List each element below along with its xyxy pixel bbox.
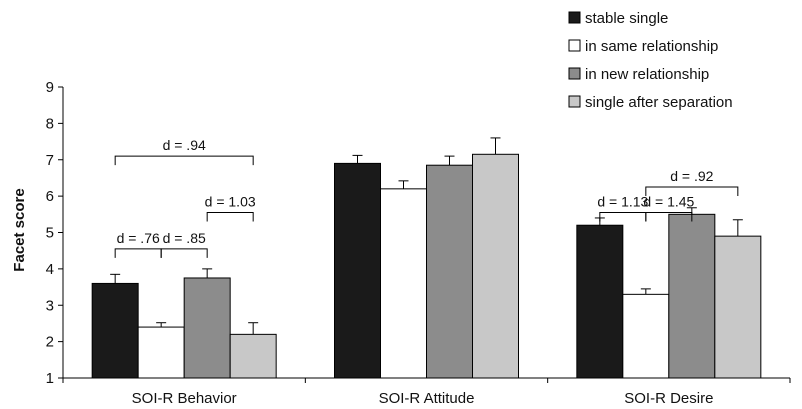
y-tick-label: 5 bbox=[46, 225, 54, 242]
effect-size-label: d = .85 bbox=[163, 230, 206, 246]
y-tick-label: 9 bbox=[46, 79, 54, 96]
effect-size-label: d = .92 bbox=[670, 168, 713, 184]
bar bbox=[380, 188, 427, 379]
significance-bracket bbox=[645, 211, 693, 222]
effect-size-label: d = 1.45 bbox=[643, 193, 694, 209]
bar bbox=[622, 293, 670, 379]
significance-bracket bbox=[206, 211, 254, 222]
category-label: SOI-R Desire bbox=[624, 390, 713, 407]
effect-size-label: d = 1.03 bbox=[205, 193, 256, 209]
y-tick-label: 7 bbox=[46, 152, 54, 169]
y-axis-label: Facet score bbox=[11, 188, 28, 271]
bar bbox=[714, 235, 762, 379]
category-label: SOI-R Behavior bbox=[132, 390, 237, 407]
y-tick-label: 3 bbox=[46, 297, 54, 314]
effect-size-label: d = .76 bbox=[117, 230, 160, 246]
y-tick-label: 2 bbox=[46, 334, 54, 351]
legend: stable single in same relationship in new … bbox=[568, 10, 733, 111]
legend-swatch bbox=[568, 11, 581, 24]
effect-size-label: d = .94 bbox=[163, 137, 206, 153]
significance-bracket bbox=[114, 155, 254, 166]
legend-label: in same relationship bbox=[585, 38, 718, 55]
y-tick-label: 6 bbox=[46, 188, 54, 205]
significance-bracket bbox=[160, 248, 208, 258]
y-axis-ticks: 1 2 3 4 5 6 7 8 9 bbox=[46, 79, 791, 387]
legend-label: single after separation bbox=[585, 94, 733, 111]
bar bbox=[334, 162, 381, 379]
y-tick-label: 4 bbox=[46, 261, 54, 278]
bar bbox=[668, 213, 716, 379]
legend-label: in new relationship bbox=[585, 66, 709, 83]
category-label: SOI-R Attitude bbox=[379, 390, 475, 407]
y-tick-label: 1 bbox=[46, 370, 54, 387]
legend-swatch bbox=[568, 95, 581, 108]
legend-swatch bbox=[568, 39, 581, 52]
bar bbox=[229, 333, 277, 379]
bar bbox=[426, 164, 473, 379]
bar bbox=[183, 277, 231, 379]
significance-bracket bbox=[114, 248, 162, 258]
bar bbox=[91, 282, 139, 379]
legend-label: stable single bbox=[585, 10, 668, 27]
bar bbox=[576, 224, 624, 379]
significance-bracket bbox=[645, 186, 739, 197]
effect-size-label: d = 1.13 bbox=[597, 193, 648, 209]
annotations: d = .94 d = 1.03 d = .76 d = .85 d = .92 d = … bbox=[114, 137, 739, 258]
bar bbox=[137, 326, 185, 379]
bar bbox=[472, 153, 519, 379]
significance-bracket bbox=[599, 211, 647, 222]
category-labels: SOI-R Behavior SOI-R Attitude SOI-R Desire bbox=[132, 390, 714, 407]
y-tick-label: 8 bbox=[46, 115, 54, 132]
bars bbox=[91, 153, 762, 379]
legend-swatch bbox=[568, 67, 581, 80]
